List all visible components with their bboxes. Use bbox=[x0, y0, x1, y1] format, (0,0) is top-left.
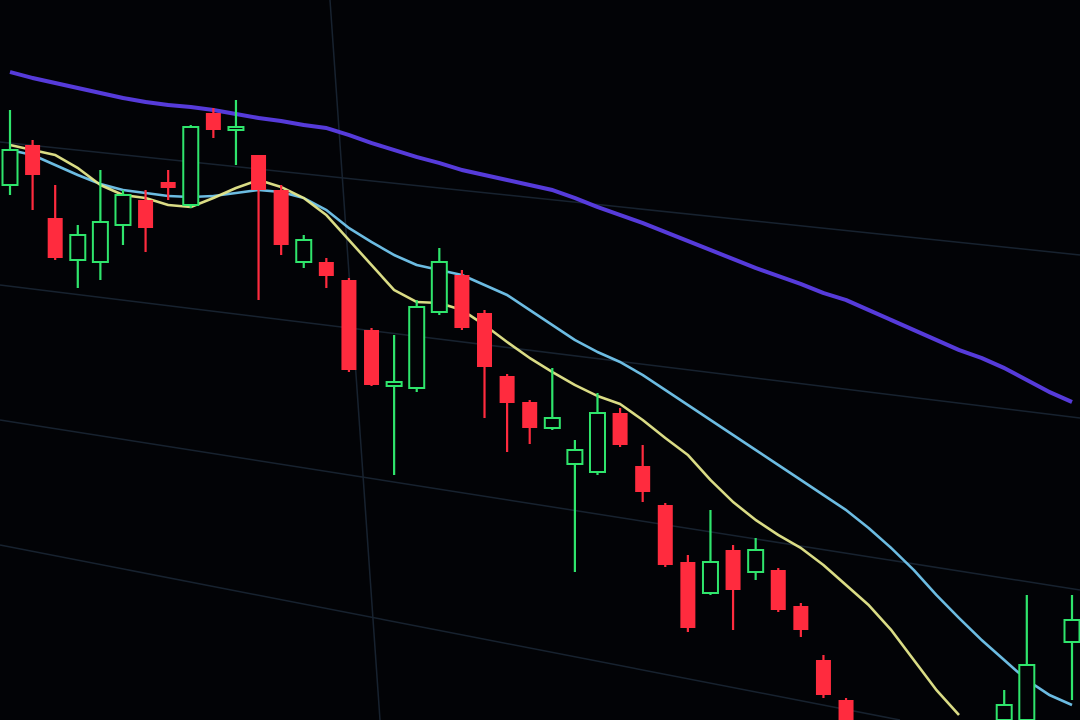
candle-body bbox=[25, 145, 41, 175]
candle-body bbox=[725, 550, 741, 590]
candle-body bbox=[69, 234, 87, 261]
candle-body bbox=[205, 113, 221, 130]
candle-body bbox=[318, 262, 334, 276]
candle-body bbox=[680, 562, 696, 628]
candle-body bbox=[251, 155, 267, 190]
candle-body bbox=[747, 549, 765, 573]
candle-body bbox=[1018, 664, 1036, 720]
candle-body bbox=[793, 606, 809, 630]
candle-body bbox=[588, 412, 606, 473]
candle-body bbox=[543, 417, 561, 429]
candle-body bbox=[657, 505, 673, 565]
candle-body bbox=[227, 126, 245, 131]
candle-body bbox=[454, 275, 470, 328]
candle-body bbox=[1063, 619, 1080, 643]
candle-body bbox=[47, 218, 63, 258]
candle-body bbox=[138, 200, 154, 228]
grid-line bbox=[0, 284, 1080, 419]
candle-body bbox=[770, 570, 786, 610]
candle-body bbox=[838, 700, 854, 720]
grid-line bbox=[0, 544, 901, 720]
candle-body bbox=[701, 561, 719, 594]
candle-body bbox=[499, 376, 515, 403]
candle-body bbox=[408, 306, 426, 389]
candle-body bbox=[815, 660, 831, 695]
candle-body bbox=[1, 149, 19, 186]
candle-body bbox=[635, 466, 651, 492]
candle-body bbox=[995, 704, 1013, 720]
candle-body bbox=[522, 402, 538, 428]
candle-body bbox=[364, 330, 380, 385]
candle-body bbox=[182, 126, 200, 206]
candle-body bbox=[91, 221, 109, 263]
candle-body bbox=[114, 194, 132, 226]
grid-line bbox=[0, 141, 1080, 256]
candle-body bbox=[566, 449, 584, 465]
candle-body bbox=[341, 280, 357, 370]
candle-body bbox=[430, 261, 448, 313]
candle-body bbox=[160, 182, 176, 188]
candle-body bbox=[295, 239, 313, 263]
moving-average-line bbox=[9, 70, 1073, 404]
candle-body bbox=[273, 190, 289, 245]
candle-body bbox=[477, 313, 493, 367]
candle-body bbox=[612, 413, 628, 445]
candle-body bbox=[385, 381, 403, 387]
plot-area bbox=[1, 70, 1080, 720]
grid-line bbox=[0, 419, 1080, 591]
